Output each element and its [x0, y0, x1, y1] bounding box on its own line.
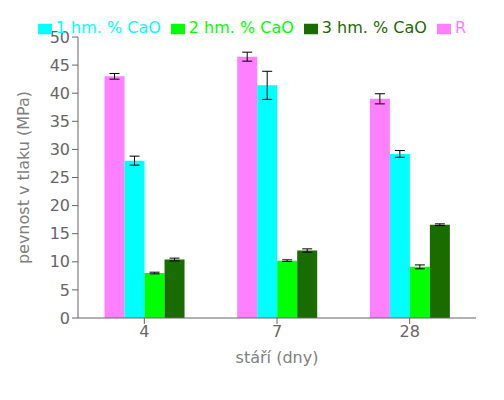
- svg-text:5: 5: [60, 281, 70, 300]
- svg-text:30: 30: [50, 140, 70, 159]
- svg-text:10: 10: [50, 252, 70, 271]
- svg-text:15: 15: [50, 224, 70, 243]
- svg-text:0: 0: [60, 309, 70, 328]
- svg-text:7: 7: [272, 322, 282, 341]
- svg-text:20: 20: [50, 196, 70, 215]
- svg-text:40: 40: [50, 84, 70, 103]
- svg-text:45: 45: [50, 56, 70, 75]
- svg-text:50: 50: [50, 28, 70, 47]
- svg-text:25: 25: [50, 168, 70, 187]
- svg-text:pevnost v tlaku (MPa): pevnost v tlaku (MPa): [14, 91, 33, 264]
- svg-text:28: 28: [399, 322, 419, 341]
- svg-text:4: 4: [139, 322, 149, 341]
- svg-text:35: 35: [50, 112, 70, 131]
- svg-text:stáří (dny): stáří (dny): [236, 348, 319, 367]
